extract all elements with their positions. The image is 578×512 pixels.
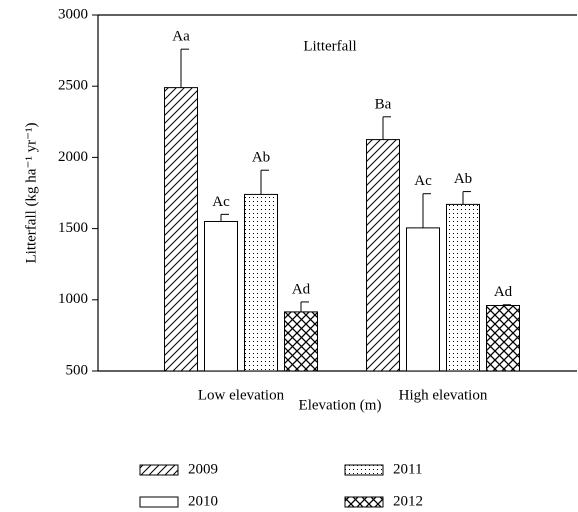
bar (284, 311, 318, 372)
error-bar (180, 48, 189, 88)
bar (204, 220, 238, 372)
legend-swatch (344, 496, 384, 508)
legend-swatch (139, 496, 179, 508)
y-tick-label: 500 (66, 362, 89, 378)
legend-label: 2012 (393, 493, 423, 509)
error-bar (462, 191, 471, 205)
error-bar (422, 193, 431, 228)
bar (406, 227, 440, 372)
legend-swatch (139, 464, 179, 476)
bar-annotation: Aa (172, 29, 190, 45)
y-tick-label: 2500 (58, 78, 88, 94)
bar (366, 139, 400, 372)
bar (244, 193, 278, 372)
legend-swatch (344, 464, 384, 476)
error-bar (260, 169, 269, 195)
y-tick-label: 3000 (58, 6, 88, 22)
bar (446, 203, 480, 372)
y-tick-label: 1500 (58, 220, 88, 236)
legend-label: 2009 (188, 461, 218, 477)
error-bar (502, 304, 511, 306)
bar-annotation: Ac (212, 194, 230, 210)
bar-annotation: Ab (252, 150, 270, 166)
chart-title: Litterfall (303, 38, 356, 54)
bar-annotation: Ac (414, 173, 432, 189)
bar-annotation: Ad (292, 281, 311, 297)
bar-annotation: Ad (494, 284, 513, 300)
legend-label: 2011 (393, 461, 422, 477)
x-axis-label: Elevation (m) (299, 397, 382, 413)
error-bar (300, 301, 309, 312)
bar-annotation: Ba (375, 96, 392, 112)
y-tick-label: 2000 (58, 149, 88, 165)
x-tick-label: Low elevation (198, 387, 285, 403)
y-axis-label: Litterfall (kg ha⁻¹ yr⁻¹) (23, 122, 39, 263)
error-bar (382, 116, 391, 140)
bar-annotation: Ab (454, 171, 472, 187)
x-tick-label: High elevation (399, 387, 488, 403)
bar (164, 87, 198, 372)
bar (486, 304, 520, 372)
legend-label: 2010 (188, 493, 218, 509)
y-tick-label: 1000 (58, 291, 88, 307)
error-bar (220, 213, 229, 222)
